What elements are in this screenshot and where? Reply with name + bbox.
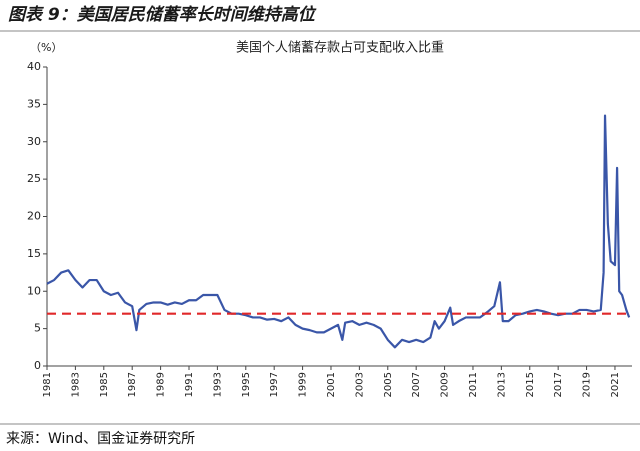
x-tick-label: 1981 [42, 372, 53, 397]
y-tick-label: 5 [34, 322, 41, 335]
x-tick-label: 1989 [156, 372, 167, 397]
x-tick-label: 1987 [127, 372, 138, 397]
x-tick-label: 2001 [326, 372, 337, 397]
series-line [46, 114, 631, 349]
x-tick-label: 1983 [70, 372, 81, 397]
x-tick-label: 1995 [241, 372, 252, 397]
y-tick-label: 20 [27, 210, 41, 223]
x-tick-label: 1999 [298, 372, 309, 397]
x-tick-label: 2017 [553, 372, 564, 397]
y-tick-label: 15 [27, 247, 41, 260]
y-tick-label: 35 [27, 97, 41, 110]
figure-title: 图表 9：美国居民储蓄率长时间维持高位 [8, 5, 317, 25]
x-tick-label: 1991 [184, 372, 195, 397]
x-tick-label: 2011 [468, 372, 479, 397]
y-axis-label: （%） [30, 41, 62, 54]
x-tick-label: 1993 [212, 372, 223, 397]
x-tick-label: 2007 [411, 372, 422, 397]
chart-title: 美国个人储蓄存款占可支配收入比重 [236, 40, 444, 56]
y-tick-label: 30 [27, 135, 41, 148]
x-tick-label: 2015 [525, 372, 536, 397]
x-tick-label: 2009 [440, 372, 451, 397]
x-tick-label: 2021 [610, 372, 621, 397]
y-tick-label: 40 [27, 60, 41, 73]
x-tick-label: 1985 [99, 372, 110, 397]
x-tick-label: 2005 [383, 372, 394, 397]
x-tick-label: 2019 [582, 372, 593, 397]
y-tick-label: 25 [27, 172, 41, 185]
source: 来源：Wind、国金证券研究所 [6, 431, 195, 447]
x-tick-label: 2013 [496, 372, 507, 397]
x-tick-label: 2003 [354, 372, 365, 397]
y-tick-label: 0 [34, 359, 41, 372]
x-tick-label: 1997 [269, 372, 280, 397]
y-tick-label: 10 [27, 284, 41, 297]
